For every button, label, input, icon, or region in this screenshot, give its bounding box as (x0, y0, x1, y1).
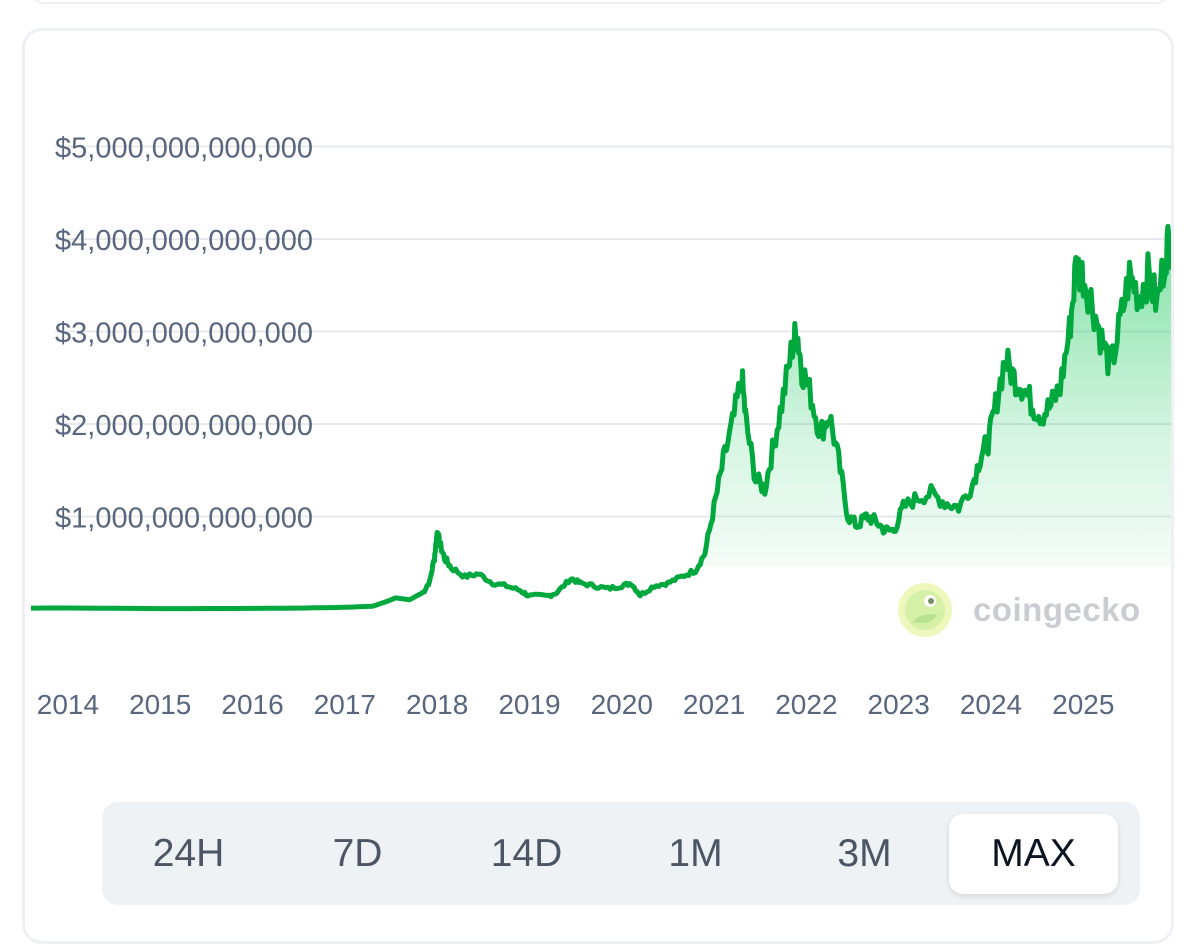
market-cap-area (432, 226, 1171, 566)
range-3m-button[interactable]: 3M (837, 831, 892, 875)
watermark-text: coingecko (973, 591, 1141, 628)
y-tick-label: $4,000,000,000,000 (55, 225, 313, 257)
y-tick-label: $3,000,000,000,000 (55, 318, 313, 350)
y-tick-label: $2,000,000,000,000 (55, 410, 313, 442)
gecko-logo-icon (898, 583, 952, 637)
range-24h-button[interactable]: 24H (152, 831, 225, 875)
x-tick-label: 2016 (221, 689, 283, 720)
x-tick-label: 2019 (498, 689, 560, 720)
x-tick-label: 2025 (1052, 689, 1114, 720)
range-max-button[interactable]: MAX (949, 813, 1118, 894)
y-tick-label: $5,000,000,000,000 (55, 133, 313, 165)
coingecko-watermark: coingecko (897, 582, 1141, 638)
market-cap-line (31, 223, 1171, 612)
x-tick-label: 2014 (37, 689, 99, 720)
x-tick-label: 2022 (775, 689, 837, 720)
market-cap-chart: $1,000,000,000,000 $2,000,000,000,000 $3,0… (31, 133, 1171, 720)
x-tick-label: 2020 (591, 689, 653, 720)
x-tick-label: 2024 (960, 689, 1022, 720)
market-cap-chart-card: $1,000,000,000,000 $2,000,000,000,000 $3,0… (22, 28, 1174, 944)
x-tick-label: 2017 (314, 689, 376, 720)
x-tick-label: 2015 (129, 689, 191, 720)
range-7d-button[interactable]: 7D (332, 831, 383, 875)
x-tick-label: 2021 (683, 689, 745, 720)
previous-card-edge (30, 0, 1170, 4)
time-range-selector: 24H 7D 14D 1M 3M MAX (102, 802, 1140, 905)
x-tick-label: 2023 (868, 689, 930, 720)
range-1m-button[interactable]: 1M (668, 831, 723, 875)
x-tick-label: 2018 (406, 689, 468, 720)
y-tick-label: $1,000,000,000,000 (55, 503, 313, 535)
range-14d-button[interactable]: 14D (490, 831, 563, 875)
